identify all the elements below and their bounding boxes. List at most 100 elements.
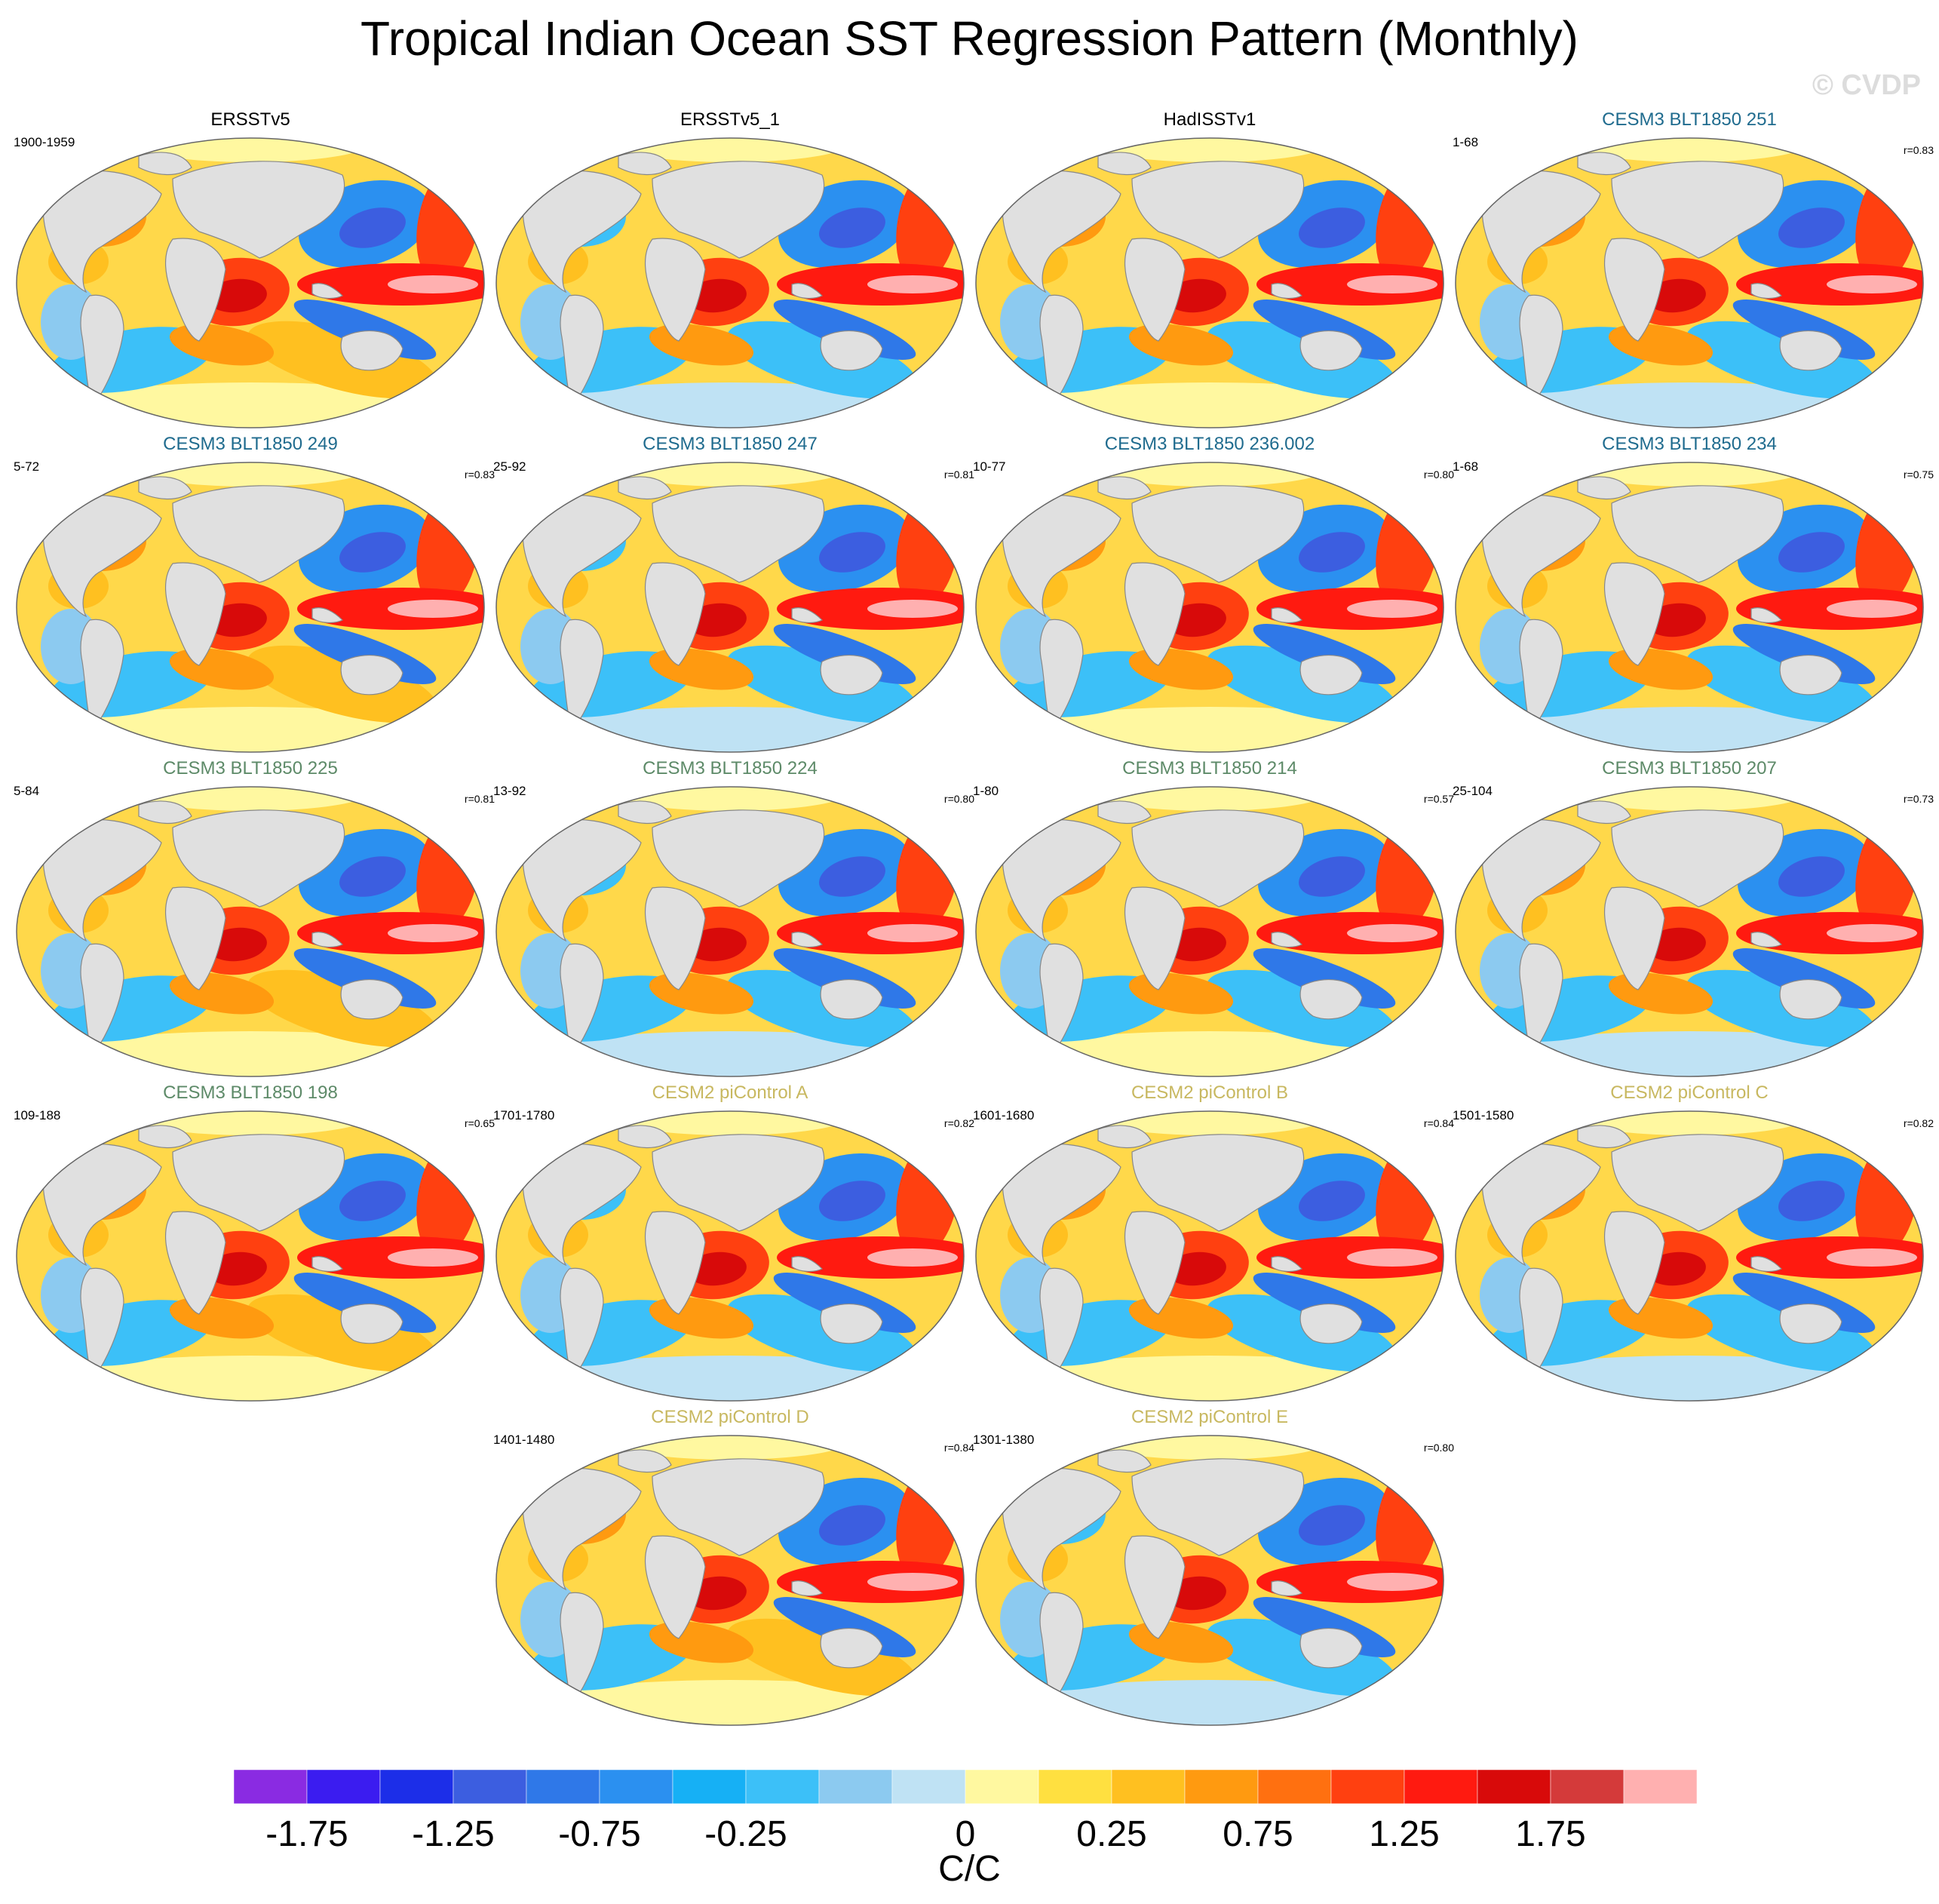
south-pacific-anomaly [1686,645,1876,723]
equatorial-pacific-core [867,275,958,293]
colorbar-tick-label: 0.75 [1223,1814,1293,1854]
land-africa [165,886,226,990]
land-maritime-continent [311,283,344,299]
map-panel: CESM3 BLT1850 249 5-72 r=0.83 [11,434,495,757]
map-outline [495,137,965,428]
equatorial-pacific-core [388,275,478,293]
panel-title: CESM3 BLT1850 214 [1122,758,1297,778]
panel-period: 5-72 [14,459,40,474]
land-australia [340,1303,403,1344]
land-africa [165,562,226,666]
land-eurasia [652,1458,825,1556]
north-pacific-core [819,532,885,573]
land-maritime-continent [791,283,824,299]
panel-title: CESM2 piControl D [651,1407,809,1427]
land-greenland [1577,1125,1631,1149]
land-eurasia [172,161,345,259]
north-pacific-core [1299,1505,1365,1546]
land-australia [1299,1627,1363,1669]
map-svg [495,1435,965,1726]
map-outline [16,1110,485,1402]
land-africa [1124,1535,1186,1639]
colorbar-tick-label: 1.25 [1369,1814,1440,1854]
equatorial-pacific-core [1827,1248,1917,1267]
colorbar-box [453,1770,527,1804]
panel-correlation: r=0.84 [943,1442,974,1454]
map-svg [16,1110,485,1402]
land-north-america [42,1144,162,1267]
land-maritime-continent [1271,1256,1303,1272]
panel-title: CESM3 BLT1850 225 [163,758,338,778]
land-greenland [1097,1449,1152,1473]
map-outline [16,786,485,1077]
map-outline [975,1110,1444,1402]
southern-ocean-band [511,707,949,752]
arctic-band [1089,1111,1330,1135]
map-panel: CESM2 piControl A 1701-1780 r=0.82 [490,1083,974,1405]
land-eurasia [1131,485,1305,583]
equatorial-pacific-core [388,600,478,618]
south-pacific-anomaly [1686,1294,1876,1372]
panel-correlation: r=0.83 [464,468,495,481]
panel-period: 1501-1580 [1453,1108,1514,1122]
land-eurasia [172,1134,345,1232]
arctic-band [1089,787,1330,811]
land-north-america [42,170,162,293]
southern-ocean-band [511,1680,949,1725]
map-outline [16,462,485,753]
land-north-america [522,819,642,942]
colorbar-box [1404,1770,1478,1804]
equatorial-pacific-core [1827,275,1917,293]
colorbar-box [891,1770,966,1804]
panel-period: 1-68 [1453,459,1479,474]
arctic-band [130,462,371,487]
map-outline [1455,137,1924,428]
land-north-america [522,1468,642,1591]
land-australia [1299,1303,1363,1344]
land-maritime-continent [311,932,344,947]
map-outline [1455,786,1924,1077]
map-panel: CESM3 BLT1850 207 25-104 r=0.73 [1450,758,1934,1081]
colorbar-boxes [234,1770,1697,1804]
north-pacific-core [339,532,406,573]
north-pacific-core [819,207,885,248]
panel-period: 1701-1780 [493,1108,555,1122]
southern-ocean-band [32,1031,469,1076]
panel-title: CESM3 BLT1850 207 [1602,758,1777,778]
north-pacific-core [1778,532,1845,573]
equatorial-pacific-core [867,600,958,618]
panel-title: CESM3 BLT1850 249 [163,434,338,454]
south-pacific-anomaly [727,969,917,1048]
land-maritime-continent [791,932,824,947]
map-panel: CESM2 piControl E 1301-1380 r=0.80 [970,1407,1454,1730]
land-north-america [522,1144,642,1267]
land-north-america [42,819,162,942]
land-eurasia [652,161,825,259]
map-panel: HadISSTv1 [970,109,1450,432]
land-maritime-continent [1271,283,1303,299]
south-pacific-anomaly [1207,321,1397,399]
south-pacific-anomaly [247,969,437,1048]
north-pacific-core [339,207,406,248]
south-pacific-anomaly [1207,969,1397,1048]
land-africa [1604,886,1665,990]
panel-correlation: r=0.83 [1903,144,1934,156]
map-panel: CESM3 BLT1850 198 109-188 r=0.65 [11,1083,495,1405]
land-greenland [1577,476,1631,500]
land-eurasia [172,809,345,907]
colorbar-box [965,1770,1039,1804]
arctic-band [1569,1111,1810,1135]
equatorial-pacific-core [1347,275,1437,293]
cvdp-watermark: © CVDP [1812,69,1921,101]
colorbar-tick-label: -1.75 [265,1814,348,1854]
land-north-america [1481,495,1601,618]
map-panel: CESM3 BLT1850 214 1-80 r=0.57 [970,758,1454,1081]
map-svg [495,462,965,753]
panel-title: CESM2 piControl C [1610,1083,1769,1103]
map-outline [495,1110,965,1402]
land-eurasia [652,485,825,583]
south-pacific-anomaly [727,1618,917,1697]
map-panel: CESM3 BLT1850 247 25-92 r=0.81 [490,434,974,757]
panel-correlation: r=0.81 [943,468,974,481]
south-pacific-anomaly [727,321,917,399]
